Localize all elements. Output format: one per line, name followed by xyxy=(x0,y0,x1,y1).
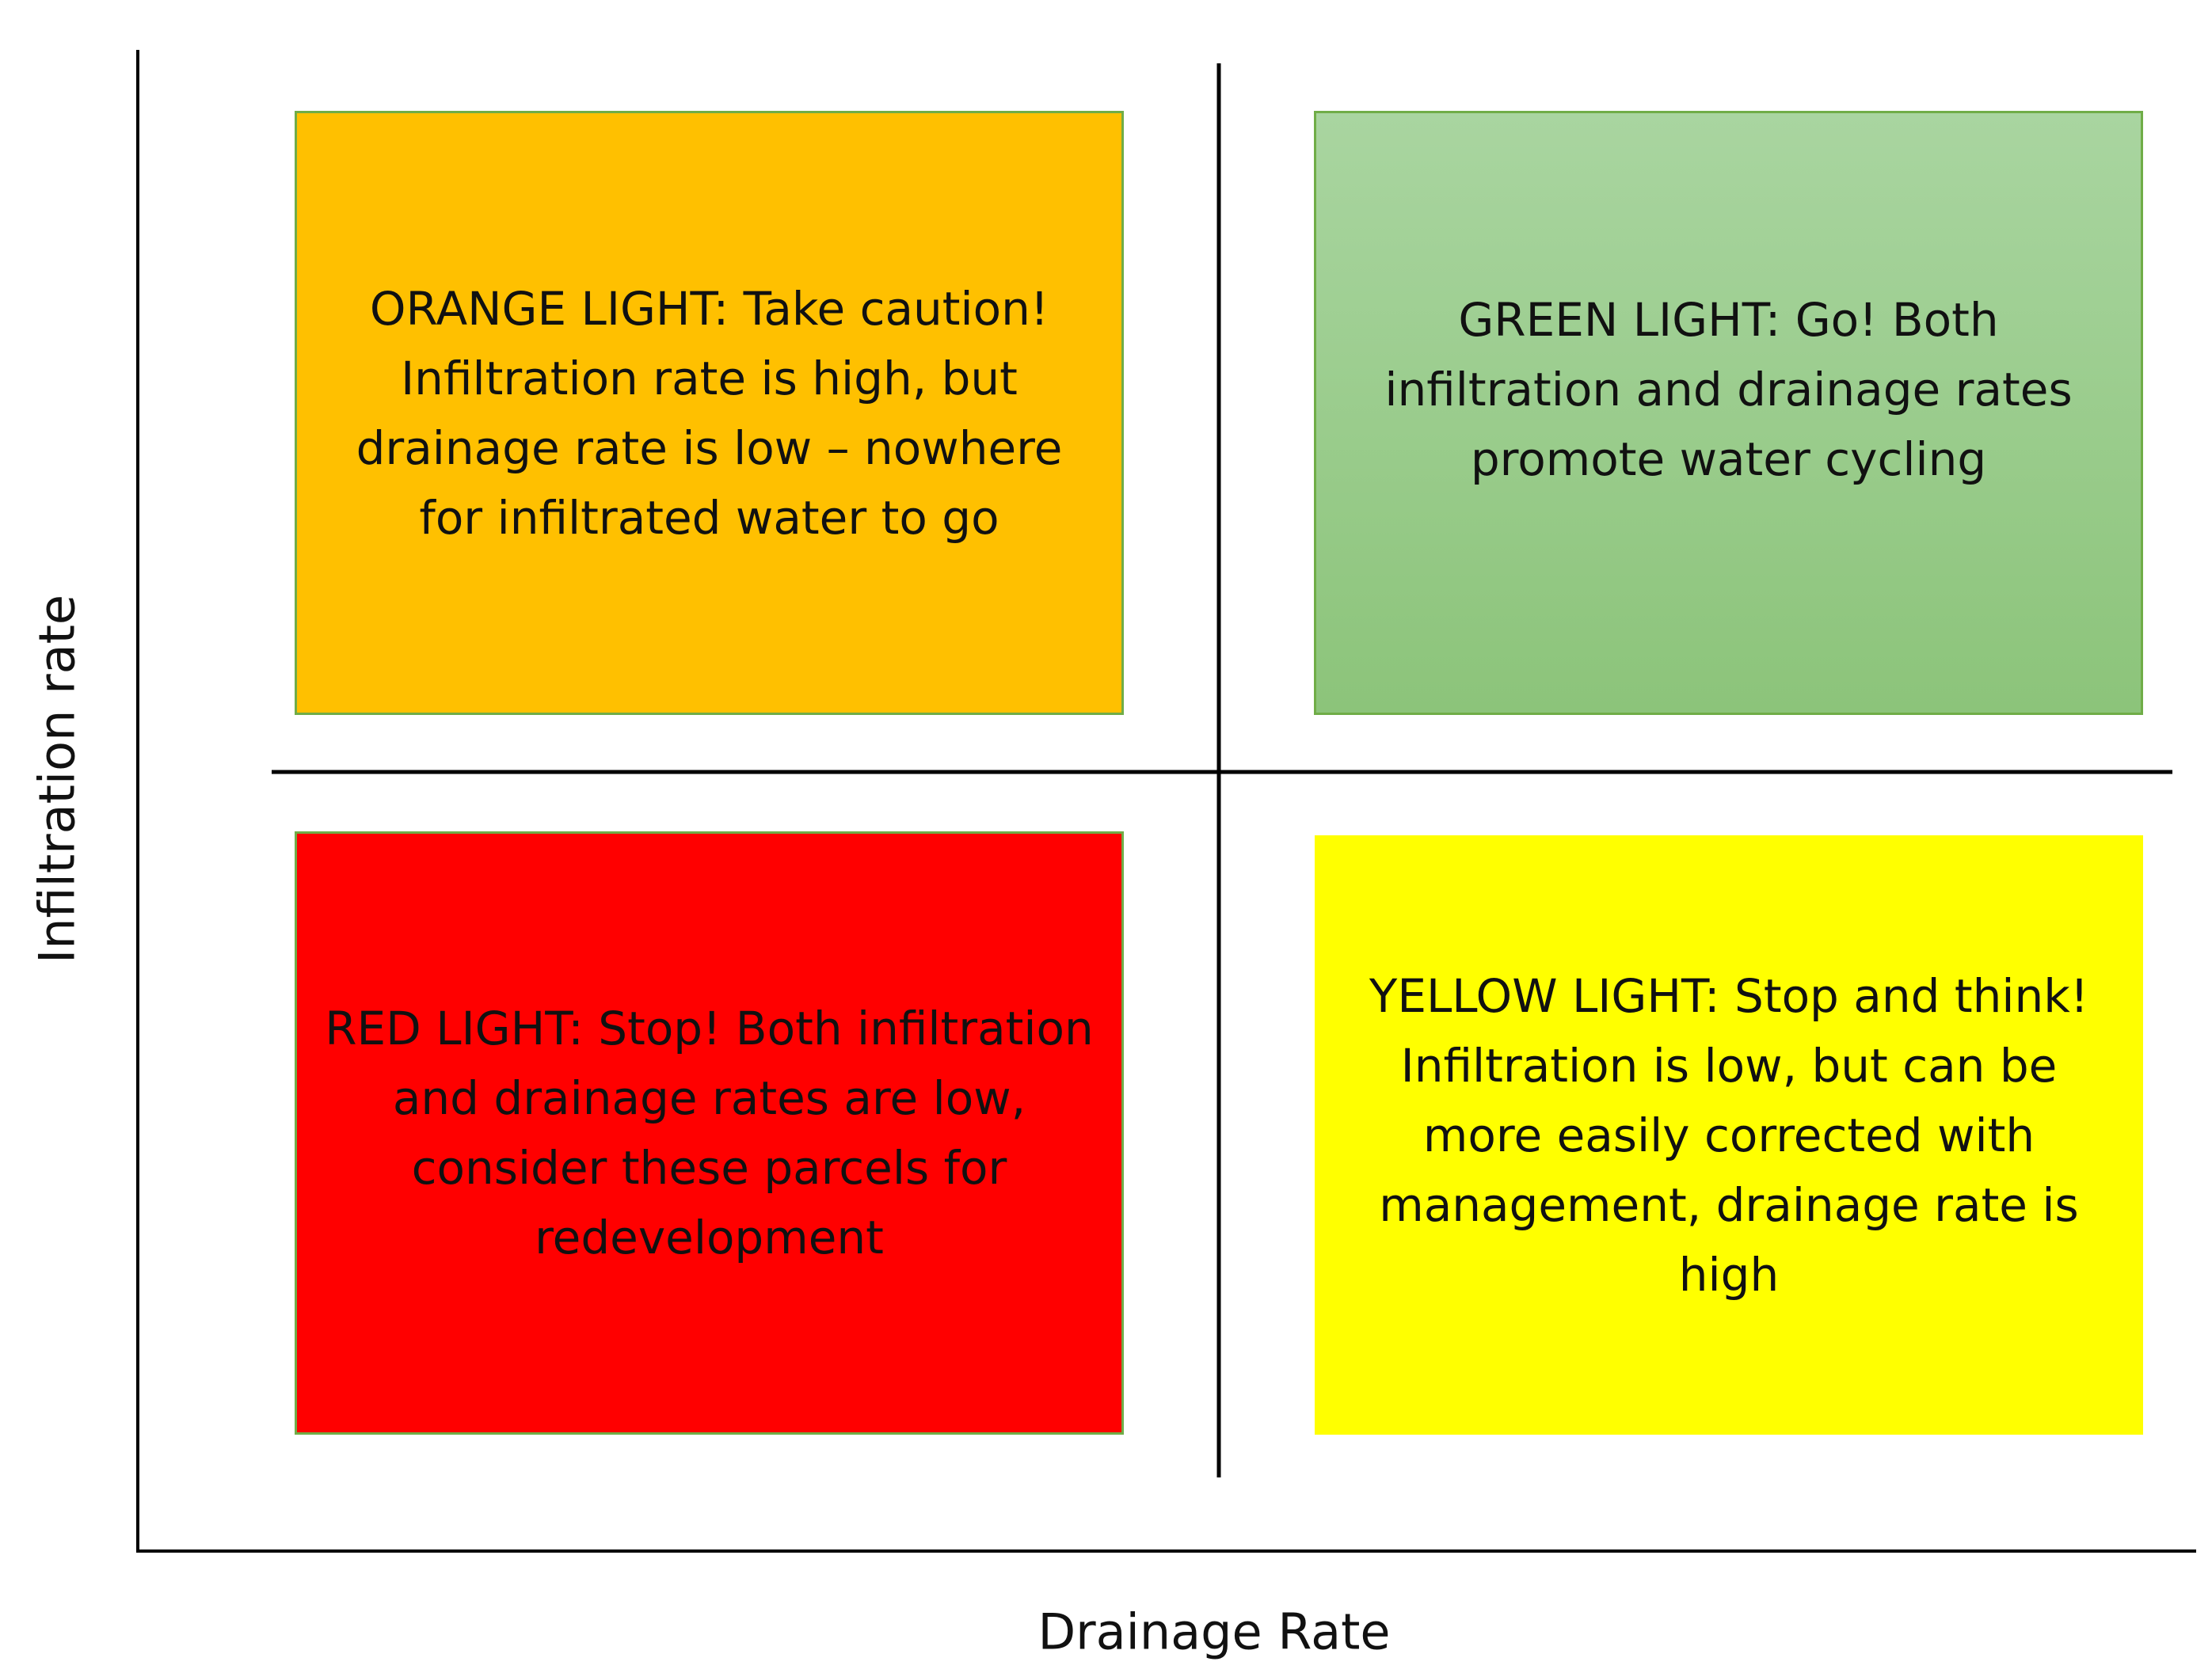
yellow-quadrant: YELLOW LIGHT: Stop and think! Infiltrati… xyxy=(1315,835,2143,1435)
y-axis-label: Infiltration rate xyxy=(28,594,86,964)
quadrant-text: GREEN LIGHT: Go! Both infiltration and d… xyxy=(1384,292,2073,486)
x-axis-label: Drainage Rate xyxy=(1037,1603,1391,1661)
orange-quadrant: ORANGE LIGHT: Take caution! Infiltration… xyxy=(295,111,1124,715)
quadrant-text: YELLOW LIGHT: Stop and think! Infiltrati… xyxy=(1369,968,2089,1302)
green-quadrant: GREEN LIGHT: Go! Both infiltration and d… xyxy=(1314,111,2143,715)
quadrant-text: RED LIGHT: Stop! Both infiltration and d… xyxy=(325,1002,1094,1264)
quadrant-text: ORANGE LIGHT: Take caution! Infiltration… xyxy=(356,281,1063,545)
red-quadrant: RED LIGHT: Stop! Both infiltration and d… xyxy=(295,831,1124,1435)
